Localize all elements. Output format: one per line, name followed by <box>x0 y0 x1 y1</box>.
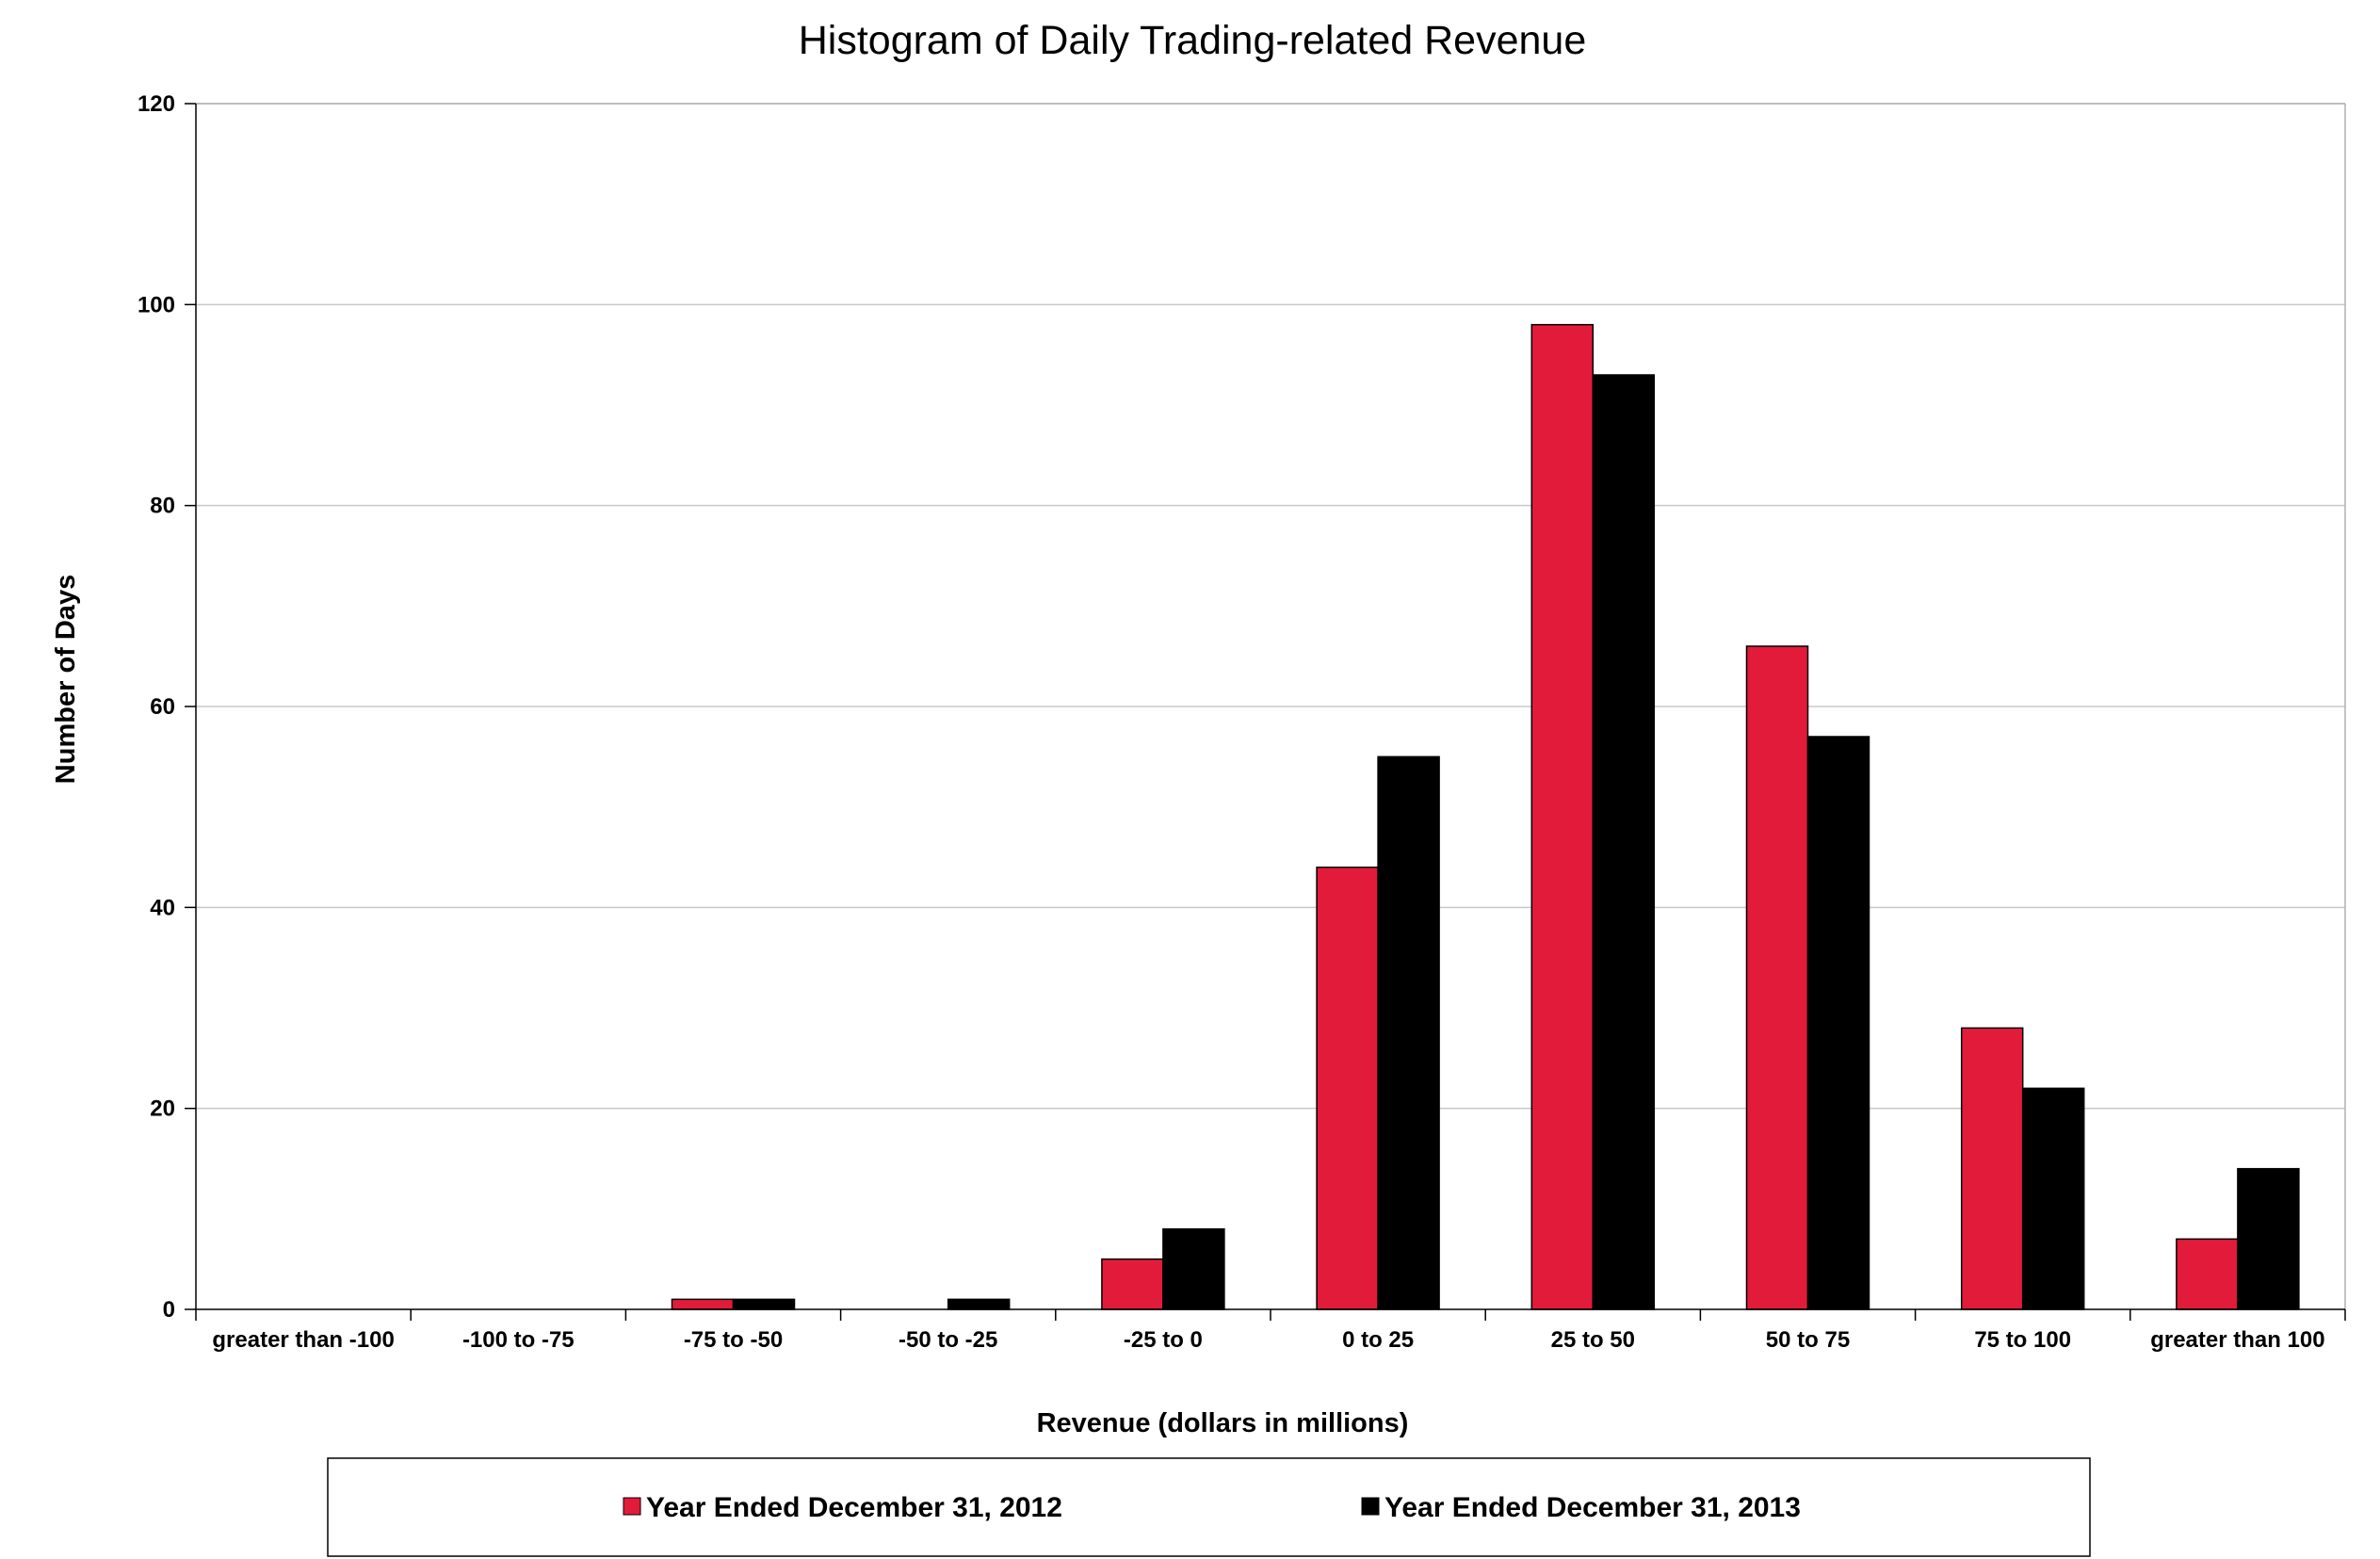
x-axis-label: Revenue (dollars in millions) <box>1037 1408 1409 1438</box>
bar-2013-6 <box>1592 374 1656 1310</box>
legend: Year Ended December 31, 2012 Year Ended D… <box>623 1492 1801 1523</box>
x-tick-label: 50 to 75 <box>1766 1327 1850 1353</box>
y-tick-label: 60 <box>150 694 175 720</box>
x-tick-labels: greater than -100 -100 to -75 -75 to -50 -5… <box>212 1327 2324 1353</box>
x-tick-label: 25 to 50 <box>1551 1327 1635 1353</box>
bar-2012-9 <box>2176 1238 2239 1310</box>
bar-2012-6 <box>1530 323 1595 1310</box>
x-tick-label: -25 to 0 <box>1124 1327 1203 1353</box>
chart-title: Histogram of Daily Trading-related Reven… <box>799 18 1587 63</box>
x-tick-label: -75 to -50 <box>684 1327 783 1353</box>
y-tick-labels: 0 20 40 60 80 100 120 <box>138 91 175 1323</box>
y-tick-label: 80 <box>150 494 175 519</box>
legend-swatch-2013 <box>1361 1497 1380 1516</box>
bar-2013-5 <box>1377 755 1440 1310</box>
legend-label-2012: Year Ended December 31, 2012 <box>646 1492 1062 1523</box>
legend-swatch-2012 <box>623 1497 641 1516</box>
y-tick-label: 120 <box>138 91 175 117</box>
y-tick-label: 40 <box>150 895 175 920</box>
bar-2013-2 <box>732 1298 796 1310</box>
legend-label-2013: Year Ended December 31, 2013 <box>1384 1492 1801 1523</box>
x-tick-label: 0 to 25 <box>1342 1327 1414 1353</box>
gridlines <box>196 103 2345 1110</box>
bar-2013-8 <box>2021 1087 2085 1310</box>
bar-2012-8 <box>1960 1027 2024 1310</box>
bar-2012-4 <box>1101 1258 1164 1310</box>
bars <box>671 323 2300 1310</box>
x-tick-label: -100 to -75 <box>462 1327 575 1353</box>
x-tick-label: 75 to 100 <box>1974 1327 2071 1353</box>
x-tick-label: greater than 100 <box>2150 1327 2324 1353</box>
bar-2013-9 <box>2237 1167 2300 1310</box>
bar-2013-3 <box>947 1298 1011 1310</box>
bar-2012-5 <box>1316 866 1379 1310</box>
x-tick-label: -50 to -25 <box>899 1327 997 1353</box>
y-tick-label: 100 <box>138 292 175 317</box>
x-tick-label: greater than -100 <box>212 1327 394 1353</box>
y-tick-label: 0 <box>163 1297 175 1323</box>
legend-box <box>327 1457 2091 1557</box>
axes <box>185 103 2346 1321</box>
bar-2013-7 <box>1806 736 1870 1310</box>
bar-2012-7 <box>1745 645 1809 1310</box>
y-tick-label: 20 <box>150 1096 175 1122</box>
y-axis-label: Number of Days <box>51 575 81 784</box>
bar-2012-2 <box>671 1298 735 1310</box>
bar-2013-4 <box>1162 1227 1225 1310</box>
